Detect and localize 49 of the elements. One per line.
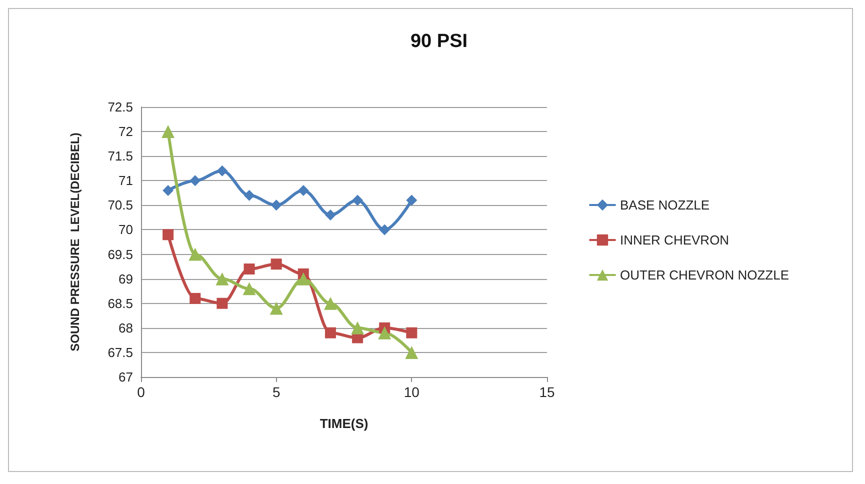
y-tick-label: 67.5 xyxy=(108,344,133,360)
point xyxy=(351,321,364,334)
x-tick-label: 0 xyxy=(137,384,146,400)
point xyxy=(270,302,283,315)
y-tick-label: 70.5 xyxy=(108,198,133,213)
point xyxy=(379,224,390,236)
y-tick-label: 67 xyxy=(118,370,133,384)
point xyxy=(216,165,228,176)
point xyxy=(324,327,336,338)
y-tick-label: 71.5 xyxy=(108,148,133,164)
legend-label: BASE NOZZLE xyxy=(620,198,710,212)
y-tick-label: 68.5 xyxy=(108,296,133,311)
point xyxy=(190,175,201,186)
chart-title: 90 PSI xyxy=(410,31,468,52)
point xyxy=(216,298,228,309)
legend-label: OUTER CHEVRON NOZZLE xyxy=(620,268,790,282)
point xyxy=(188,248,202,261)
y-tick-label: 72 xyxy=(118,124,133,140)
x-tick-label: 10 xyxy=(404,384,420,400)
point xyxy=(406,327,418,338)
point xyxy=(324,296,337,310)
y-tick-label: 70 xyxy=(118,222,133,238)
legend-label: INNER CHEVRON xyxy=(620,232,730,248)
y-tick-label: 69 xyxy=(118,271,133,286)
point xyxy=(162,229,174,240)
point xyxy=(378,326,392,340)
y-tick-label: 71 xyxy=(118,173,133,188)
point xyxy=(162,184,174,196)
point xyxy=(298,184,309,196)
y-tick-label: 68 xyxy=(118,320,133,336)
point xyxy=(352,194,364,206)
point xyxy=(162,125,175,138)
point xyxy=(324,210,336,220)
point xyxy=(270,200,282,211)
point xyxy=(244,264,255,274)
x-tick-label: 15 xyxy=(539,384,555,400)
point xyxy=(190,292,201,304)
point xyxy=(296,272,310,286)
point xyxy=(405,346,418,359)
point xyxy=(270,258,282,270)
x-tick-label: 5 xyxy=(272,384,280,400)
point xyxy=(244,190,255,201)
y-tick-label: 69.5 xyxy=(108,246,133,262)
point xyxy=(242,282,256,296)
y-axis-title: SOUND PRESSURE LEVEL(DECIBEL) xyxy=(68,132,82,352)
point xyxy=(406,194,418,206)
y-tick-label: 72.5 xyxy=(108,100,133,114)
x-axis-title: TIME(S) xyxy=(320,416,368,431)
point xyxy=(216,272,229,286)
